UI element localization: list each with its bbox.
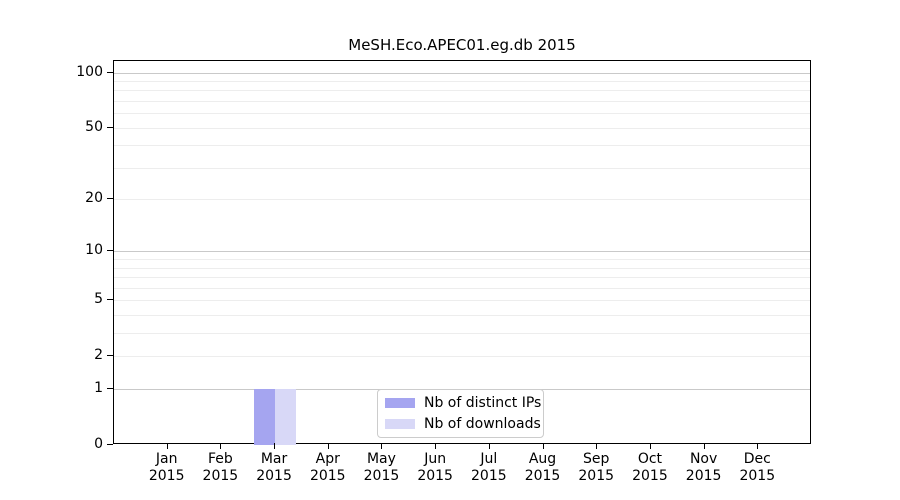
x-tick-label: Jan 2015 (135, 451, 199, 485)
x-tick (649, 443, 651, 449)
x-tick-year: 2015 (739, 468, 776, 484)
x-tick-label: Mar 2015 (242, 451, 306, 485)
x-tick-month: Jan (155, 451, 178, 467)
y-tick (107, 198, 113, 200)
chart-title: MeSH.Eco.APEC01.eg.db 2015 (348, 36, 576, 54)
y-tick (107, 355, 113, 357)
x-tick-month: Sep (583, 451, 610, 467)
x-tick-label: Sep 2015 (564, 451, 628, 485)
x-tick-month: Oct (637, 451, 663, 467)
y-tick (107, 444, 113, 445)
x-tick-label: Feb 2015 (188, 451, 252, 485)
legend-label-downloads: Nb of downloads (424, 416, 541, 432)
plot-area (113, 60, 811, 445)
x-tick-label: Nov 2015 (672, 451, 736, 485)
legend-item-distinct-ips: Nb of distinct IPs (385, 394, 543, 412)
x-tick-year: 2015 (578, 468, 615, 484)
gridline-minor (114, 300, 810, 302)
bar-downloads (275, 389, 297, 445)
y-tick-label: 1 (94, 380, 103, 397)
gridline-major (114, 251, 810, 253)
y-tick (107, 388, 113, 390)
x-tick (703, 443, 705, 449)
gridline-minor (114, 199, 810, 201)
y-tick-label: 0 (94, 436, 103, 452)
legend-swatch-distinct-ips (385, 398, 415, 408)
bar-distinct-ips (254, 389, 276, 445)
y-tick-label: 5 (94, 291, 103, 308)
x-tick (274, 443, 276, 449)
x-tick-month: Nov (689, 451, 718, 467)
x-tick-month: Apr (315, 451, 340, 467)
y-tick-label: 100 (76, 63, 103, 80)
x-tick-month: Dec (743, 451, 771, 467)
gridline-minor (114, 315, 810, 317)
x-tick (757, 443, 759, 449)
gridline-minor (114, 100, 810, 102)
x-tick (166, 443, 168, 449)
x-tick (381, 443, 383, 449)
gridline-minor (114, 277, 810, 279)
gridline-minor (114, 127, 810, 129)
gridline-minor (114, 145, 810, 147)
legend-swatch-downloads (385, 419, 415, 429)
x-tick (220, 443, 222, 449)
y-tick-label: 10 (85, 242, 103, 259)
x-tick-month: Aug (528, 451, 557, 467)
x-tick-label: Jul 2015 (457, 451, 521, 485)
x-tick-year: 2015 (202, 468, 239, 484)
y-tick-label: 20 (85, 190, 103, 207)
x-tick-label: Jun 2015 (403, 451, 467, 485)
x-tick-label: Aug 2015 (511, 451, 575, 485)
gridline-major (114, 72, 810, 74)
gridline-minor (114, 333, 810, 335)
x-tick-month: May (366, 451, 396, 467)
x-tick-year: 2015 (256, 468, 292, 484)
x-tick (596, 443, 598, 449)
x-tick-year: 2015 (363, 468, 400, 484)
x-tick-month: Mar (260, 451, 288, 467)
x-tick-year: 2015 (632, 468, 668, 484)
x-tick-month: Jul (480, 451, 498, 467)
legend-item-downloads: Nb of downloads (385, 415, 543, 433)
x-tick-year: 2015 (309, 468, 346, 484)
x-tick-label: May 2015 (349, 451, 413, 485)
y-tick (107, 250, 113, 252)
gridline-minor (114, 90, 810, 92)
gridline-minor (114, 80, 810, 82)
y-tick-label: 2 (94, 347, 103, 364)
x-tick-year: 2015 (417, 468, 453, 484)
gridline-minor (114, 267, 810, 269)
y-tick (107, 126, 113, 128)
gridline-minor (114, 167, 810, 169)
x-tick-month: Feb (207, 451, 233, 467)
x-tick (488, 443, 490, 449)
x-tick-label: Dec 2015 (725, 451, 789, 485)
x-tick-label: Apr 2015 (296, 451, 360, 485)
y-tick (107, 299, 113, 301)
legend-label-distinct-ips: Nb of distinct IPs (424, 395, 542, 411)
x-tick-year: 2015 (524, 468, 561, 484)
gridline-minor (114, 113, 810, 115)
gridline-minor (114, 356, 810, 358)
x-tick-year: 2015 (685, 468, 722, 484)
x-tick (435, 443, 437, 449)
x-tick-month: Jun (424, 451, 447, 467)
x-tick-label: Oct 2015 (618, 451, 682, 485)
legend: Nb of distinct IPs Nb of downloads (377, 389, 544, 438)
x-tick-year: 2015 (148, 468, 185, 484)
gridline-minor (114, 287, 810, 289)
y-tick (107, 71, 113, 73)
gridline-minor (114, 259, 810, 261)
x-tick (327, 443, 329, 449)
x-tick-year: 2015 (471, 468, 507, 484)
y-tick-label: 50 (85, 118, 103, 135)
x-tick (542, 443, 544, 449)
